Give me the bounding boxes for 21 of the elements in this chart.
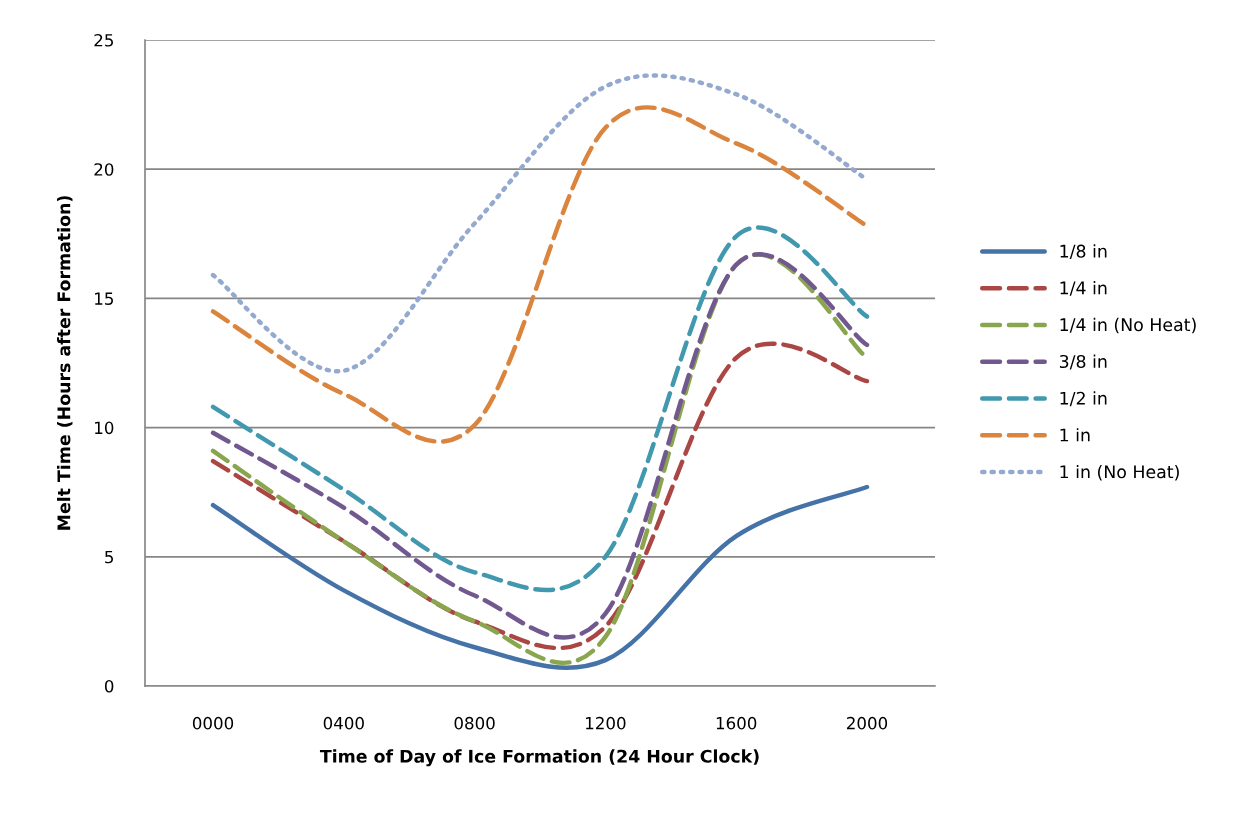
x-tick-label: 1200 bbox=[586, 716, 626, 730]
y-tick-label: 5 bbox=[105, 550, 113, 564]
legend-label: 1/8 in bbox=[1060, 244, 1107, 260]
x-tick-label: 0800 bbox=[454, 716, 495, 730]
x-tick-label: 0400 bbox=[323, 716, 364, 730]
y-tick-label: 15 bbox=[95, 292, 113, 305]
legend-label: 1/2 in bbox=[1060, 391, 1107, 407]
y-tick-label: 10 bbox=[95, 421, 114, 435]
legend-label: 1/4 in (No Heat) bbox=[1060, 317, 1196, 334]
x-tick-label: 1600 bbox=[716, 716, 757, 730]
x-tick-label: 0000 bbox=[192, 716, 234, 730]
x-tick-label: 2000 bbox=[847, 716, 888, 730]
legend-label: 1 in bbox=[1060, 428, 1090, 442]
y-axis-title: Melt Time (Hours after Formation) bbox=[56, 196, 73, 530]
legend-label: 1 in (No Heat) bbox=[1060, 464, 1179, 481]
legend-label: 1/4 in bbox=[1060, 281, 1107, 296]
y-tick-label: 25 bbox=[94, 33, 113, 47]
y-tick-label: 20 bbox=[94, 163, 114, 176]
legend-label: 3/8 in bbox=[1059, 354, 1107, 370]
y-tick-label: 0 bbox=[104, 679, 114, 693]
x-axis-title: Time of Day of Ice Formation (24 Hour Clock) bbox=[319, 749, 759, 767]
